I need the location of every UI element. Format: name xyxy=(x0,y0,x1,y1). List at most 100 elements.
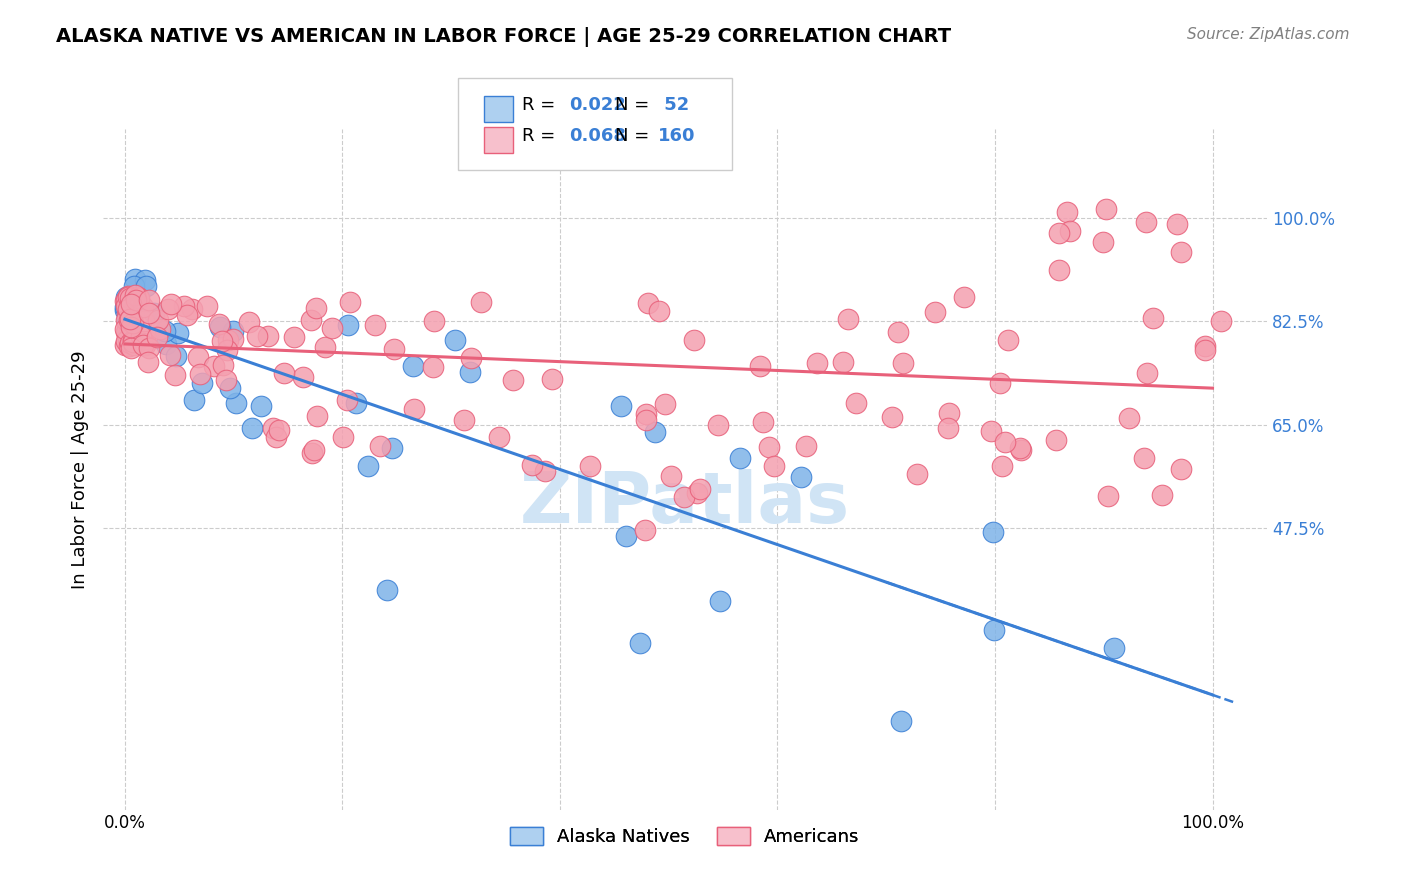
Point xyxy=(837,312,859,326)
Point xyxy=(1142,310,1164,325)
Point xyxy=(730,450,752,465)
Point xyxy=(195,299,218,313)
Text: 0.022: 0.022 xyxy=(568,96,626,114)
Point xyxy=(1135,215,1157,229)
Point xyxy=(124,287,146,301)
Point xyxy=(159,348,181,362)
Point xyxy=(115,307,138,321)
Point xyxy=(156,302,179,317)
Point xyxy=(118,321,141,335)
Point xyxy=(1010,441,1032,455)
Point xyxy=(117,289,139,303)
Point xyxy=(138,293,160,308)
Y-axis label: In Labor Force | Age 25-29: In Labor Force | Age 25-29 xyxy=(72,350,89,589)
Point xyxy=(628,636,651,650)
Point xyxy=(118,324,141,338)
Point xyxy=(1166,217,1188,231)
Point xyxy=(994,435,1017,450)
Point xyxy=(117,332,139,346)
Point xyxy=(422,360,444,375)
Point xyxy=(683,333,706,347)
Point xyxy=(114,293,136,308)
Point xyxy=(709,594,731,608)
Point xyxy=(654,397,676,411)
Point xyxy=(337,318,360,332)
Point xyxy=(339,295,361,310)
Point xyxy=(128,291,150,305)
Point xyxy=(120,336,142,351)
Point xyxy=(952,290,974,304)
Point xyxy=(173,299,195,313)
Point xyxy=(364,318,387,333)
Point xyxy=(402,402,425,417)
Point xyxy=(246,329,269,343)
Point xyxy=(166,326,188,340)
Point xyxy=(118,338,141,352)
Point xyxy=(176,308,198,322)
Point xyxy=(153,324,176,338)
Point xyxy=(983,623,1005,637)
Point xyxy=(299,313,322,327)
Point xyxy=(122,316,145,330)
Point xyxy=(905,467,928,482)
Point xyxy=(118,316,141,330)
Point xyxy=(924,305,946,319)
Point xyxy=(117,327,139,342)
Point xyxy=(806,356,828,370)
FancyBboxPatch shape xyxy=(458,78,731,169)
Point xyxy=(117,321,139,335)
Point xyxy=(124,335,146,350)
Point xyxy=(609,399,631,413)
Point xyxy=(305,409,328,424)
Point xyxy=(273,366,295,380)
Point xyxy=(381,441,404,455)
Point xyxy=(118,313,141,327)
Point xyxy=(1170,245,1192,260)
Point xyxy=(644,425,666,439)
Point xyxy=(534,464,557,478)
Point xyxy=(1059,225,1081,239)
Point xyxy=(127,301,149,315)
Point xyxy=(301,446,323,460)
Point xyxy=(117,300,139,314)
Point xyxy=(131,336,153,351)
Point xyxy=(283,330,305,344)
Point xyxy=(1097,489,1119,503)
Point xyxy=(165,368,187,382)
Point xyxy=(302,442,325,457)
Point xyxy=(1136,366,1159,380)
Point xyxy=(124,272,146,286)
Point xyxy=(115,334,138,348)
Point xyxy=(188,368,211,382)
Point xyxy=(208,318,231,332)
Text: R =: R = xyxy=(522,127,555,145)
Point xyxy=(183,392,205,407)
Point xyxy=(114,337,136,351)
Point xyxy=(758,440,780,454)
Point xyxy=(453,413,475,427)
Point xyxy=(114,300,136,314)
Point xyxy=(423,314,446,328)
Point xyxy=(134,338,156,352)
Bar xyxy=(484,127,513,153)
Point xyxy=(114,300,136,314)
Point xyxy=(118,319,141,334)
Point xyxy=(707,417,730,432)
Point xyxy=(520,458,543,472)
Point xyxy=(634,524,657,538)
Point xyxy=(444,333,467,347)
Point xyxy=(488,430,510,444)
Point xyxy=(578,459,600,474)
Point xyxy=(114,312,136,326)
Point xyxy=(211,358,233,372)
Point xyxy=(540,372,562,386)
Point xyxy=(221,324,243,338)
Legend: Alaska Natives, Americans: Alaska Natives, Americans xyxy=(502,818,869,855)
Point xyxy=(880,409,903,424)
Point xyxy=(648,304,671,318)
Point xyxy=(222,332,245,346)
Point xyxy=(238,315,260,329)
Point xyxy=(120,341,142,355)
Point xyxy=(991,459,1014,474)
Point xyxy=(117,290,139,304)
